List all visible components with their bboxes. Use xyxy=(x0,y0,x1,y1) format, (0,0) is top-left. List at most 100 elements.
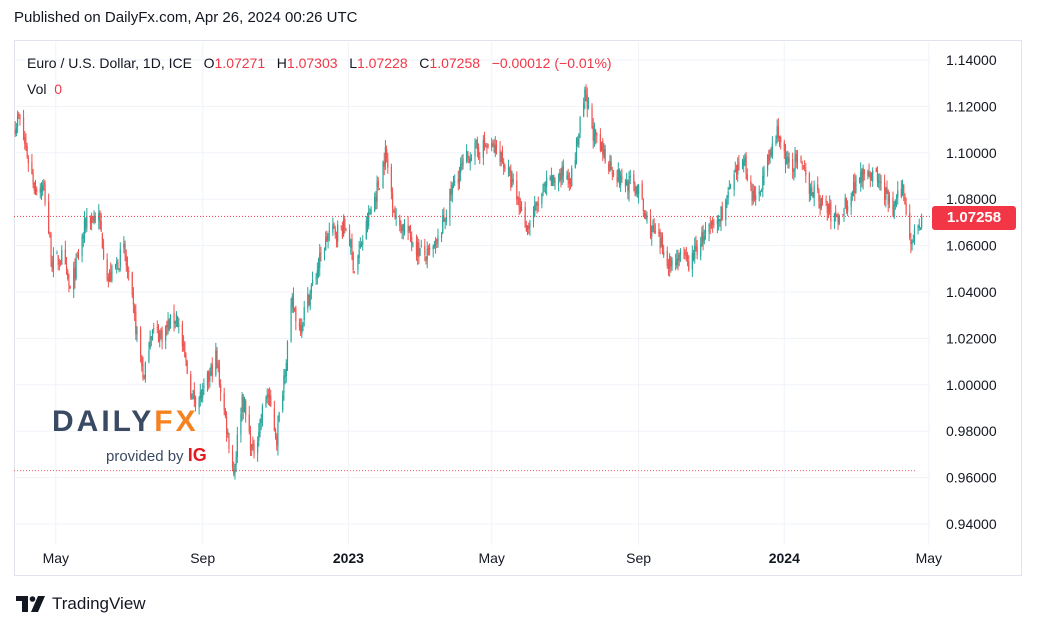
candle-body xyxy=(804,167,806,169)
candle-body xyxy=(393,210,395,213)
candle-body xyxy=(593,128,596,142)
candle xyxy=(408,225,410,234)
x-tick-label: 2024 xyxy=(769,550,800,566)
candle-body xyxy=(817,184,819,190)
candle xyxy=(270,389,272,407)
candle-body xyxy=(571,168,573,187)
candle xyxy=(309,289,311,311)
candle-body xyxy=(235,456,237,466)
candle xyxy=(102,238,105,260)
candle xyxy=(169,314,172,329)
candle xyxy=(107,273,109,288)
candle-body xyxy=(812,196,814,198)
candle xyxy=(603,143,605,159)
candle-body xyxy=(277,423,279,448)
candle-body xyxy=(493,146,495,152)
candle xyxy=(683,247,685,260)
candle-body xyxy=(125,256,127,266)
candle xyxy=(27,154,29,172)
candle xyxy=(830,199,832,230)
candle xyxy=(560,167,562,188)
candle xyxy=(602,137,604,161)
candle-body xyxy=(395,215,397,218)
candle xyxy=(763,165,765,186)
candle-body xyxy=(745,155,747,175)
candle-body xyxy=(517,198,519,200)
candle xyxy=(716,215,719,234)
candle-body xyxy=(136,330,138,334)
candle-body xyxy=(910,239,912,244)
candle xyxy=(190,370,192,400)
candle xyxy=(728,180,730,190)
candle xyxy=(851,190,853,201)
candle-body xyxy=(153,328,155,330)
candle-body xyxy=(759,193,762,195)
candle-body xyxy=(81,236,83,256)
candle-body xyxy=(31,162,33,174)
candle-body xyxy=(365,221,367,240)
candle xyxy=(688,255,690,272)
candle xyxy=(796,150,799,170)
candle-body xyxy=(437,235,439,245)
candle-body xyxy=(603,150,605,157)
candle-body xyxy=(181,324,183,347)
candle xyxy=(440,232,443,243)
candle-body xyxy=(578,134,580,146)
candle-body xyxy=(709,225,711,227)
candle-body xyxy=(534,204,536,217)
candle-body xyxy=(794,154,796,171)
candle xyxy=(161,326,163,350)
candle xyxy=(343,214,345,237)
candle xyxy=(585,84,587,102)
candle xyxy=(892,191,894,217)
candle-body xyxy=(482,140,484,158)
candle xyxy=(867,169,869,180)
candle xyxy=(692,249,695,262)
candle xyxy=(485,142,487,148)
candle-body xyxy=(616,176,618,183)
candle-body xyxy=(26,146,28,158)
candle-body xyxy=(362,241,364,245)
candle xyxy=(549,175,551,181)
candle xyxy=(634,181,636,197)
candle-body xyxy=(420,245,422,247)
candle xyxy=(677,249,679,271)
candle xyxy=(290,298,292,343)
candle-body xyxy=(549,177,551,180)
candle-body xyxy=(341,227,344,238)
candle-body xyxy=(268,395,271,397)
candle xyxy=(310,282,312,300)
candle-body xyxy=(667,266,670,269)
candle xyxy=(43,179,45,191)
candle-body xyxy=(512,178,514,182)
candle xyxy=(766,154,769,177)
tradingview-attribution[interactable]: TradingView xyxy=(16,594,146,614)
candle xyxy=(476,136,478,158)
candle-body xyxy=(624,180,627,187)
candle-body xyxy=(752,191,754,201)
candle-body xyxy=(818,190,820,202)
candle xyxy=(91,212,93,231)
candle xyxy=(725,198,727,227)
candle-body xyxy=(893,204,895,218)
candle-body xyxy=(716,219,719,225)
candle-body xyxy=(308,295,310,306)
candle xyxy=(298,318,301,331)
candle-body xyxy=(184,342,186,358)
candle xyxy=(429,243,431,256)
candle xyxy=(216,347,218,369)
candle-body xyxy=(217,363,219,368)
candle-body xyxy=(684,252,686,256)
candle xyxy=(132,287,135,314)
candle-body xyxy=(860,171,862,183)
candle-body xyxy=(333,226,335,229)
candle xyxy=(786,151,788,165)
candle xyxy=(353,271,355,274)
candle xyxy=(458,166,461,190)
candle xyxy=(863,169,865,181)
candle xyxy=(604,144,606,164)
candle-body xyxy=(836,214,838,216)
candle-body xyxy=(819,203,821,209)
candle xyxy=(875,167,877,173)
